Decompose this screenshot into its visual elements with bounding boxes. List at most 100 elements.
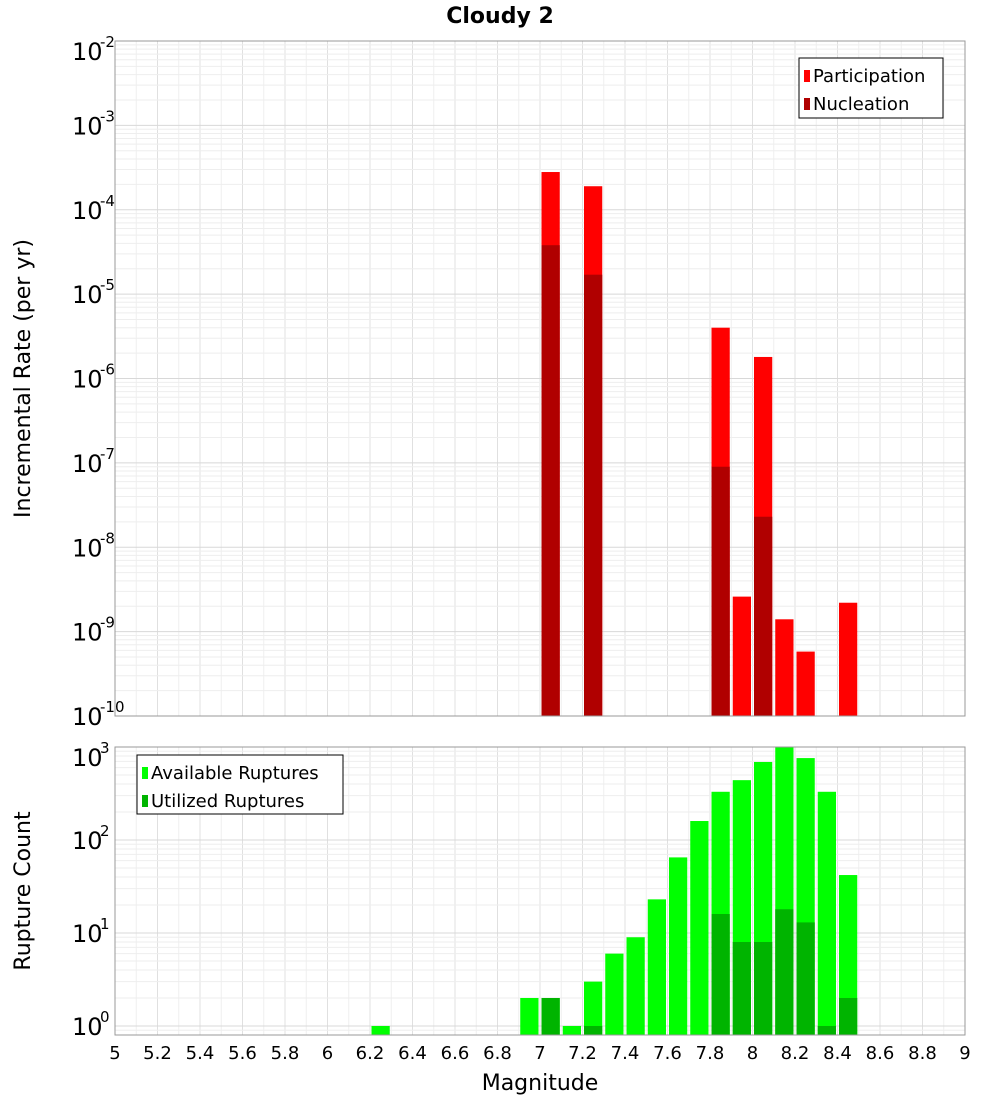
legend-box — [136, 754, 344, 815]
y-tick-exponent: -4 — [100, 192, 115, 210]
bar-utilized-ruptures — [541, 997, 560, 1035]
chart-title: Cloudy 2 — [446, 4, 554, 29]
top-y-axis-label: Incremental Rate (per yr) — [11, 239, 36, 518]
y-tick-exponent: -5 — [100, 276, 115, 294]
bottom-y-axis-label: Rupture Count — [11, 811, 36, 971]
y-tick-exponent: -3 — [100, 107, 115, 125]
x-tick-label: 5.4 — [186, 1043, 215, 1064]
bar-utilized-ruptures — [817, 1025, 836, 1035]
y-tick-label: 10 — [72, 450, 103, 478]
bar-utilized-ruptures — [839, 997, 858, 1035]
legend-swatch — [142, 767, 148, 779]
legend-swatch — [804, 70, 810, 82]
legend-box — [798, 57, 944, 119]
y-tick-label: 10 — [72, 920, 103, 948]
x-tick-label: 5.2 — [143, 1043, 172, 1064]
y-tick-label: 10 — [72, 197, 103, 225]
bar-utilized-ruptures — [732, 942, 751, 1035]
y-tick-exponent: 1 — [100, 915, 110, 933]
bar-available-ruptures — [520, 997, 539, 1035]
bottom-bars — [371, 747, 858, 1035]
x-tick-label: 9 — [959, 1043, 970, 1064]
top-bars — [541, 172, 858, 717]
bar-available-ruptures — [817, 791, 836, 1035]
bottom-legend: Available Ruptures Utilized Ruptures — [136, 754, 344, 815]
x-tick-label: 6.4 — [398, 1043, 427, 1064]
legend-label: Utilized Ruptures — [151, 791, 304, 812]
x-tick-label: 7.4 — [611, 1043, 640, 1064]
bar-participation — [839, 602, 858, 716]
x-tick-label: 8.2 — [781, 1043, 810, 1064]
x-tick-label: 6.2 — [356, 1043, 385, 1064]
bar-utilized-ruptures — [796, 922, 815, 1035]
x-tick-label: 6 — [322, 1043, 333, 1064]
y-tick-label: 10 — [72, 534, 103, 562]
y-tick-exponent: 0 — [100, 1008, 110, 1026]
x-tick-label: 5.6 — [228, 1043, 257, 1064]
bar-nucleation — [584, 274, 603, 716]
bar-available-ruptures — [584, 981, 603, 1035]
bar-available-ruptures — [371, 1025, 390, 1035]
bar-participation — [775, 619, 794, 716]
top-plot-frame — [114, 40, 966, 717]
bar-available-ruptures — [605, 953, 624, 1035]
x-tick-label: 8.6 — [866, 1043, 895, 1064]
bar-nucleation — [711, 466, 730, 716]
y-tick-label: 10 — [72, 281, 103, 309]
x-tick-label: 6.8 — [483, 1043, 512, 1064]
legend-label: Available Ruptures — [151, 763, 319, 784]
top-gridlines — [114, 41, 966, 717]
y-tick-label: 10 — [72, 703, 103, 731]
bar-available-ruptures — [669, 857, 688, 1035]
bar-available-ruptures — [690, 821, 709, 1035]
y-tick-label: 10 — [72, 1013, 103, 1041]
y-tick-exponent: -8 — [100, 529, 115, 547]
y-tick-label: 10 — [72, 744, 103, 772]
bar-utilized-ruptures — [711, 914, 730, 1035]
legend-label: Nucleation — [813, 94, 909, 115]
bar-utilized-ruptures — [584, 1025, 603, 1035]
x-tick-label: 8 — [747, 1043, 758, 1064]
x-tick-label: 7.8 — [696, 1043, 725, 1064]
bar-utilized-ruptures — [754, 942, 773, 1035]
bar-available-ruptures — [647, 899, 666, 1035]
bar-participation — [796, 651, 815, 716]
x-tick-label: 8.4 — [823, 1043, 852, 1064]
bar-available-ruptures — [562, 1025, 581, 1035]
y-tick-label: 10 — [72, 38, 103, 66]
bottom-plot-frame — [114, 746, 966, 1036]
y-tick-exponent: -10 — [100, 698, 125, 716]
x-tick-label: 7.6 — [653, 1043, 682, 1064]
x-tick-label: 5 — [109, 1043, 120, 1064]
y-tick-exponent: -9 — [100, 614, 115, 632]
x-tick-label: 7.2 — [568, 1043, 597, 1064]
x-tick-label: 8.8 — [908, 1043, 937, 1064]
y-tick-exponent: -2 — [100, 33, 115, 51]
x-ticks: 5 5.2 5.4 5.6 5.8 6 6.2 6.4 6.6 6.8 7 7.2 7.4 7.6 7.8 8… — [109, 1043, 970, 1064]
bar-participation — [732, 596, 751, 716]
y-tick-exponent: -7 — [100, 445, 115, 463]
y-tick-label: 10 — [72, 827, 103, 855]
y-tick-label: 10 — [72, 366, 103, 394]
bar-nucleation — [754, 516, 773, 716]
bar-nucleation — [541, 245, 560, 717]
top-legend: Participation Nucleation — [798, 57, 944, 119]
legend-label: Participation — [813, 66, 925, 87]
legend-swatch — [804, 98, 810, 110]
y-tick-exponent: -6 — [100, 361, 115, 379]
x-axis-label: Magnitude — [482, 1071, 599, 1096]
y-tick-exponent: 3 — [100, 739, 110, 757]
bar-available-ruptures — [839, 875, 858, 1035]
bar-utilized-ruptures — [775, 909, 794, 1035]
x-tick-label: 5.8 — [271, 1043, 300, 1064]
y-tick-label: 10 — [72, 112, 103, 140]
x-tick-label: 6.6 — [441, 1043, 470, 1064]
x-tick-label: 7 — [534, 1043, 545, 1064]
bar-available-ruptures — [626, 937, 645, 1035]
y-tick-exponent: 2 — [100, 822, 110, 840]
